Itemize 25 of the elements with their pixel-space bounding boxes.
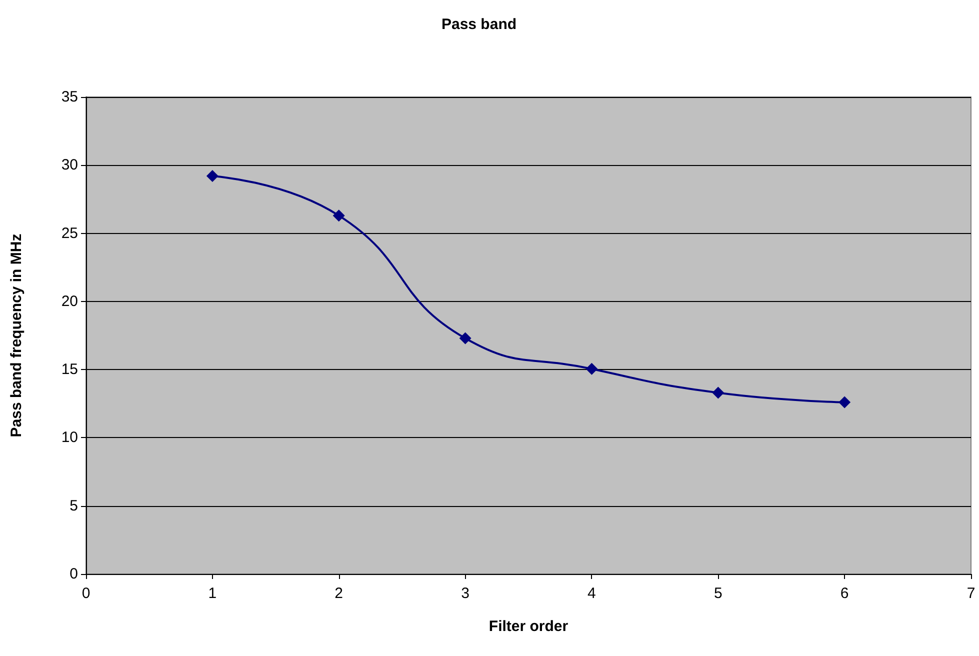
point — [459, 332, 472, 344]
y-axis-title: Pass band frequency in MHz — [8, 234, 25, 438]
y-tick-label: 30 — [61, 156, 78, 174]
x-tick-label: 6 — [840, 585, 849, 602]
point — [712, 386, 724, 399]
x-tick-label: 1 — [208, 585, 217, 602]
point — [586, 362, 598, 375]
x-tick-label: 5 — [714, 585, 722, 602]
point — [838, 396, 851, 408]
y-tick-label: 10 — [61, 429, 78, 446]
x-tick-label: 2 — [334, 585, 344, 602]
point — [206, 170, 218, 182]
y-tick-label: 0 — [70, 566, 78, 582]
y-tick-label: 15 — [61, 361, 78, 378]
x-tick-label: 0 — [82, 585, 90, 602]
y-tick-label: 25 — [61, 224, 78, 242]
y-tick-label: 35 — [61, 88, 78, 106]
y-tick-label: 5 — [70, 497, 78, 514]
chart-title: Pass band — [441, 16, 517, 33]
x-tick-label: 7 — [966, 585, 976, 602]
y-tick-label: 20 — [61, 292, 78, 310]
x-tick-label: 4 — [588, 585, 596, 602]
x-axis-title: Filter order — [488, 618, 568, 635]
point — [332, 210, 345, 222]
x-tick-label: 3 — [461, 585, 470, 602]
